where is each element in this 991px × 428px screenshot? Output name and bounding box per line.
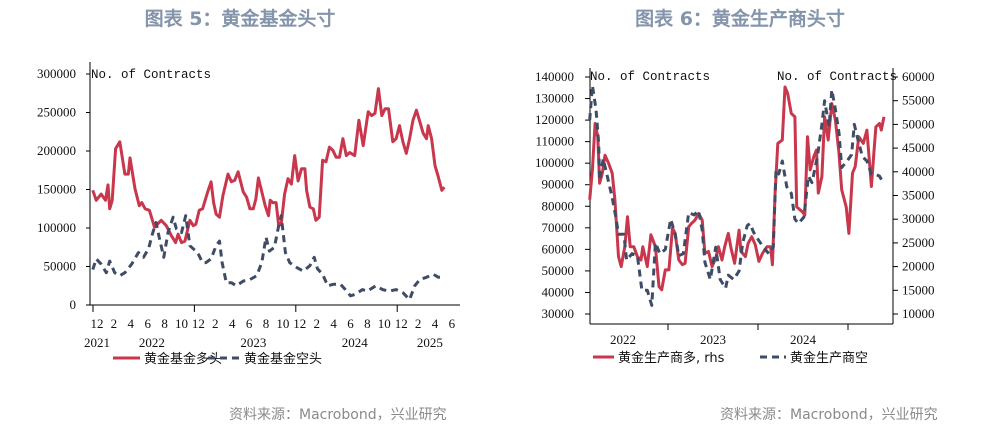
left-y-tick-label: 130000: [535, 91, 574, 106]
chart-5-title: 图表 5：黄金基金头寸: [144, 8, 336, 30]
left-y-tick-label: 120000: [535, 112, 574, 127]
x-tick-label: 4: [330, 316, 337, 331]
y-tick-label: 50000: [44, 259, 77, 274]
y-tick-label: 250000: [37, 105, 76, 120]
y-axis-label: No. of Contracts: [91, 68, 211, 82]
y-tick-label: 300000: [37, 66, 76, 81]
x-tick-label: 12: [192, 316, 205, 331]
x-tick-label: 10: [378, 316, 391, 331]
right-y-tick-label: 25000: [902, 235, 935, 250]
legend-label-short: 黄金基金空头: [244, 351, 322, 367]
left-y-tick-label: 90000: [542, 177, 575, 192]
right-y-tick-label: 20000: [902, 259, 935, 274]
x-tick-label: 2023: [700, 332, 726, 347]
right-y-tick-label: 40000: [902, 164, 935, 179]
x-tick-label: 6: [246, 316, 253, 331]
x-tick-label: 4: [229, 316, 236, 331]
x-tick-label: 2022: [610, 332, 636, 347]
x-year-label: 2024: [342, 335, 369, 350]
x-tick-label: 10: [175, 316, 188, 331]
x-tick-label: 2: [313, 316, 320, 331]
x-tick-label: 12: [293, 316, 306, 331]
right-y-tick-label: 60000: [902, 69, 935, 84]
right-y-tick-label: 35000: [902, 188, 935, 203]
y-tick-label: 200000: [37, 143, 76, 158]
x-year-label: 2022: [139, 335, 165, 350]
left-y-tick-label: 70000: [542, 220, 575, 235]
x-tick-label: 6: [347, 316, 354, 331]
x-tick-label: 6: [449, 316, 456, 331]
right-y-tick-label: 10000: [902, 306, 935, 321]
x-tick-label: 8: [161, 316, 168, 331]
right-y-tick-label: 50000: [902, 116, 935, 131]
right-y-axis-label: No. of Contracts: [777, 70, 897, 84]
x-tick-label: 10: [276, 316, 289, 331]
x-tick-label: 2: [111, 316, 118, 331]
fund-long-line: [91, 87, 446, 245]
left-y-tick-label: 40000: [542, 284, 575, 299]
left-y-tick-label: 140000: [535, 69, 574, 84]
producer-short-line: [588, 84, 885, 307]
x-tick-label: 8: [263, 316, 270, 331]
x-year-label: 2023: [240, 335, 266, 350]
x-tick-label: 2024: [790, 332, 817, 347]
y-tick-label: 150000: [37, 182, 76, 197]
left-y-tick-label: 50000: [542, 263, 575, 278]
chart-6-title: 图表 6：黄金生产商头寸: [635, 8, 845, 30]
producer-long-line: [588, 85, 886, 292]
x-tick-label: 4: [432, 316, 439, 331]
x-tick-label: 12: [395, 316, 408, 331]
right-y-tick-label: 30000: [902, 211, 935, 226]
y-tick-label: 0: [70, 297, 77, 312]
left-y-tick-label: 100000: [535, 155, 574, 170]
x-tick-label: 12: [91, 316, 104, 331]
legend-label-long: 黄金基金多头: [144, 351, 222, 367]
right-y-tick-label: 45000: [902, 140, 935, 155]
y-tick-label: 100000: [37, 220, 76, 235]
legend-label-short: 黄金生产商空: [790, 350, 868, 366]
x-tick-label: 2: [212, 316, 219, 331]
left-y-axis-label: No. of Contracts: [590, 70, 710, 84]
chart-6-source: 资料来源：Macrobond，兴业研究: [720, 407, 938, 423]
right-y-tick-label: 55000: [902, 93, 935, 108]
left-y-tick-label: 110000: [535, 134, 574, 149]
x-tick-label: 6: [144, 316, 151, 331]
legend-label-long: 黄金生产商多, rhs: [618, 350, 725, 366]
right-y-tick-label: 15000: [902, 282, 935, 297]
x-tick-label: 4: [128, 316, 135, 331]
x-year-label: 2025: [417, 335, 443, 350]
left-y-tick-label: 30000: [542, 306, 575, 321]
chart-5-source: 资料来源：Macrobond，兴业研究: [229, 407, 447, 423]
left-y-tick-label: 80000: [542, 198, 575, 213]
x-tick-label: 2: [415, 316, 422, 331]
x-year-label: 2021: [84, 335, 110, 350]
left-y-tick-label: 60000: [542, 241, 575, 256]
x-tick-label: 8: [364, 316, 371, 331]
fund-short-line: [91, 214, 445, 302]
